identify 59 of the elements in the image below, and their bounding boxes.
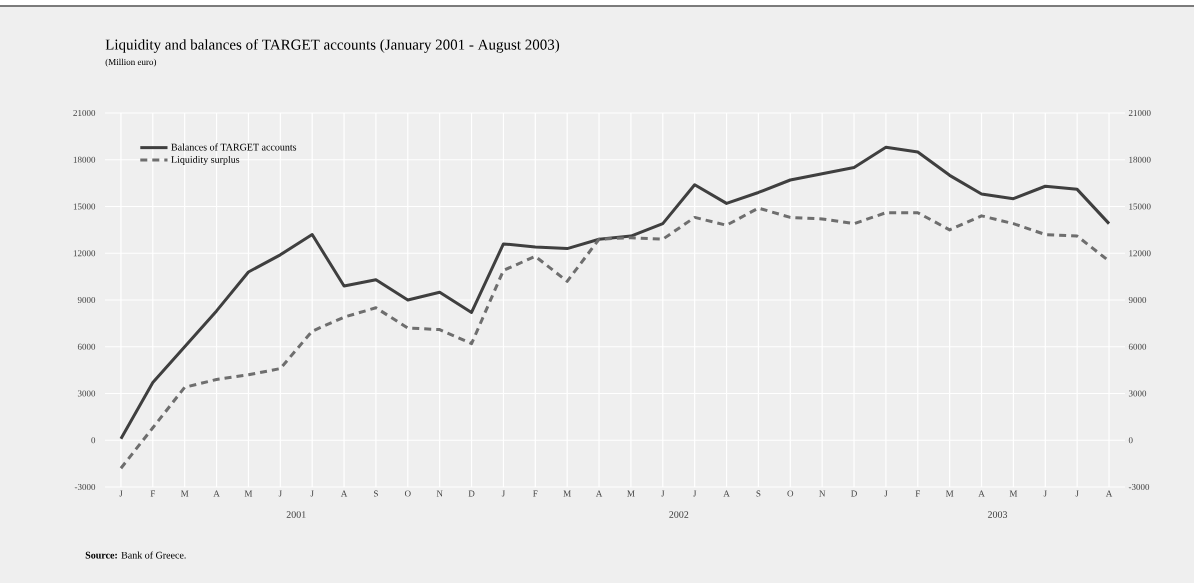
x-tick-label: D xyxy=(468,490,475,497)
text: 2001 xyxy=(286,511,306,518)
y2-tick-label: 0 xyxy=(1128,437,1133,444)
x-tick-label: M xyxy=(180,490,189,497)
text: Source: Bank of Greece. xyxy=(85,551,186,559)
x-tick-label: F xyxy=(915,490,920,497)
y2-tick-label: 6000 xyxy=(1128,343,1147,350)
x-tick-label: J xyxy=(1075,490,1079,497)
x-tick-label: N xyxy=(436,490,443,497)
x-tick-label: J xyxy=(501,490,505,497)
x-tick-label: J xyxy=(310,490,314,497)
x-tick-label: A xyxy=(213,490,220,497)
y2-tick-label: 21000 xyxy=(1128,109,1151,117)
x-tick-label: F xyxy=(533,490,538,497)
y-tick-label: -3000 xyxy=(74,483,96,491)
y-tick-label: 9000 xyxy=(77,296,96,304)
y2-tick-label: 3000 xyxy=(1128,390,1147,397)
x-tick-label: M xyxy=(244,490,253,497)
text: 2003 xyxy=(987,511,1008,518)
x-tick-label: M xyxy=(627,490,635,497)
y-tick-label: 18000 xyxy=(73,156,96,163)
x-tick-label: J xyxy=(661,490,665,497)
x-tick-label: D xyxy=(851,490,857,497)
y-tick-label: 3000 xyxy=(77,390,96,397)
y2-tick-label: 9000 xyxy=(1128,296,1147,304)
y-tick-label: 6000 xyxy=(77,343,96,350)
x-tick-label: O xyxy=(404,490,411,497)
y2-tick-label: 15000 xyxy=(1129,203,1151,210)
x-tick-label: O xyxy=(787,490,794,497)
x-tick-label: J xyxy=(1043,490,1047,497)
x-tick-label: S xyxy=(756,490,761,497)
x-tick-label: A xyxy=(1105,490,1113,497)
x-tick-label: A xyxy=(595,490,603,497)
text: 2002 xyxy=(669,511,689,518)
chart-title: Liquidity and balances of TARGET accounts (January 2001 - August 2003) xyxy=(105,38,560,53)
x-tick-label: F xyxy=(150,490,155,497)
y2-tick-label: 12000 xyxy=(1129,250,1151,257)
legend-label: Balances of TARGET accounts xyxy=(171,143,297,151)
x-tick-label: M xyxy=(945,490,954,497)
y2-tick-label: 18000 xyxy=(1129,156,1151,163)
y2-tick-label: -3000 xyxy=(1128,483,1150,491)
x-tick-label: A xyxy=(978,490,985,497)
x-tick-label: M xyxy=(563,490,571,497)
x-tick-label: N xyxy=(819,490,826,497)
x-tick-label: J xyxy=(693,490,697,497)
y-tick-label: 12000 xyxy=(73,250,96,257)
x-tick-label: J xyxy=(119,490,123,497)
x-tick-label: M xyxy=(1009,490,1018,497)
y-tick-label: 0 xyxy=(91,437,96,444)
x-tick-label: A xyxy=(723,490,730,497)
chart-subtitle: (Million euro) xyxy=(105,58,157,67)
x-tick-label: J xyxy=(884,490,888,497)
y-tick-label: 15000 xyxy=(73,203,96,210)
legend-label: Liquidity surplus xyxy=(171,155,240,165)
line-series xyxy=(119,145,1111,441)
y-tick-label: 21000 xyxy=(73,109,96,117)
x-tick-label: A xyxy=(340,490,348,497)
x-tick-label: J xyxy=(278,490,282,497)
x-tick-label: S xyxy=(374,490,378,497)
